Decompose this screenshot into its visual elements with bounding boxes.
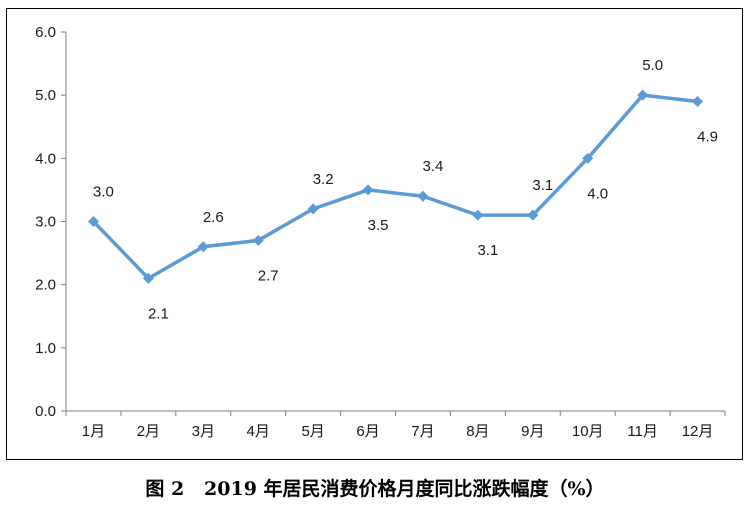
data-label: 3.1 [477,242,498,259]
x-tick-label: 7月 [411,423,434,440]
x-axis-ticks: 1月 2月 3月 4月 5月 6月 7月 8月 9月 10月 11月 12月 [65,411,726,440]
data-label: 3.2 [313,171,334,188]
y-tick-label: 2.0 [35,277,56,294]
y-tick-label: 6.0 [35,24,56,41]
data-point [582,152,594,164]
x-tick-label: 6月 [356,423,379,440]
data-label: 3.0 [93,184,114,201]
data-label: 2.7 [258,267,279,284]
x-tick-label: 12月 [682,423,714,440]
data-label: 4.0 [587,185,608,202]
y-tick-label: 3.0 [35,214,56,231]
series-group [87,89,704,284]
chart-frame [6,8,743,460]
x-tick-label: 5月 [301,423,324,440]
y-tick-label: 1.0 [35,340,56,357]
data-label: 3.4 [423,158,444,175]
data-label: 4.9 [697,128,718,145]
x-tick-label: 10月 [572,423,604,440]
data-point [252,234,264,246]
data-point [142,272,154,284]
y-tick-label: 0.0 [35,403,56,420]
data-labels: 3.0 2.1 2.6 2.7 3.2 3.5 3.4 3.1 3.1 4.0 5.0 4.9 [93,57,718,322]
data-label: 2.1 [148,305,169,322]
data-point [527,209,539,221]
data-point [417,190,429,202]
x-tick-label: 9月 [521,423,544,440]
y-tick-label: 5.0 [35,87,56,104]
data-label: 2.6 [203,209,224,226]
y-axis-ticks: 0.0 1.0 2.0 3.0 4.0 5.0 6.0 [35,24,66,420]
x-tick-label: 1月 [82,423,105,440]
axes [65,32,725,412]
x-tick-label: 8月 [466,423,489,440]
data-point [692,95,704,107]
figure-caption: 图 2 2019 年居民消费价格月度同比涨跌幅度（%） [145,478,605,500]
y-tick-label: 4.0 [35,150,56,167]
data-point [87,216,99,227]
data-point [307,203,319,215]
x-tick-label: 2月 [137,423,160,440]
data-label: 3.5 [368,217,389,234]
data-label: 5.0 [642,57,663,74]
data-point [472,209,484,221]
data-label: 3.1 [532,177,553,194]
series-line [92,93,698,281]
data-point [637,89,649,101]
x-tick-label: 4月 [247,423,270,440]
data-point [362,184,374,196]
line-chart: 0.0 1.0 2.0 3.0 4.0 5.0 6.0 1月 2月 3月 4月 5月 6月 7月 8月 9月… [35,24,726,440]
x-tick-label: 11月 [627,423,658,440]
data-point [197,241,209,253]
x-tick-label: 3月 [192,423,215,440]
